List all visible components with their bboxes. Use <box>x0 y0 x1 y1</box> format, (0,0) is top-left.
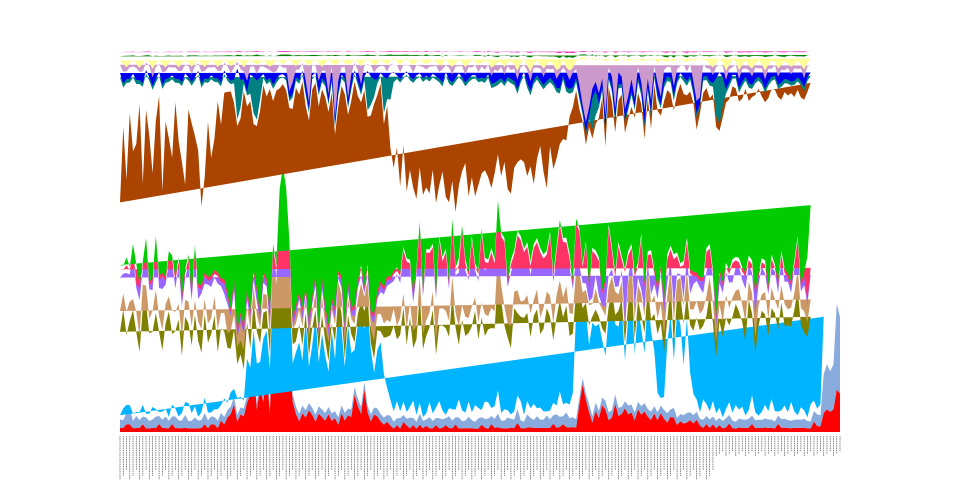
area-series-13 <box>120 57 811 72</box>
area-series-4 <box>120 198 811 370</box>
area-series-8 <box>120 166 811 331</box>
area-series-15 <box>120 51 811 54</box>
plot-area <box>120 51 840 432</box>
area-series-5 <box>120 182 811 350</box>
area-series-12 <box>120 61 811 123</box>
area-series-11 <box>120 68 811 132</box>
area-series-3 <box>120 205 824 418</box>
x-tick-labels <box>119 436 841 480</box>
area-series-14 <box>120 54 811 59</box>
area-series-9 <box>120 81 811 213</box>
